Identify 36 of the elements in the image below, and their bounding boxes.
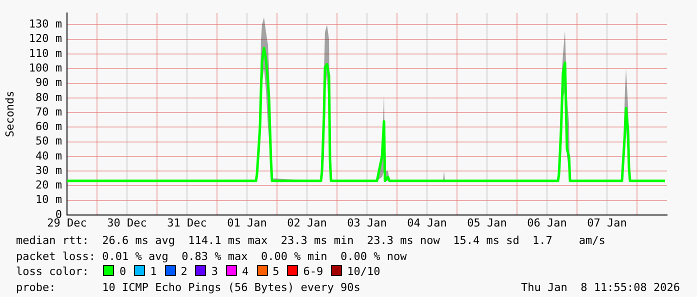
y-axis-title: Seconds (3, 90, 16, 138)
text: median rtt: 26.6 ms avg 114.1 ms max 23.3 ms min 23.3 ms now 15.4 ms sd 1.7 am/s (16, 233, 606, 248)
legend-label: 6-9 (303, 265, 324, 278)
x-tick-label: 03 Jan (347, 216, 387, 230)
x-tick-label: 31 Dec (167, 216, 207, 230)
legend-label: 5 (272, 265, 280, 278)
x-tick-label: 30 Dec (107, 216, 147, 230)
y-tick-label: 90 m (36, 76, 62, 90)
y-tick-label: 60 m (36, 120, 62, 134)
legend-label: 2 (180, 265, 188, 278)
legend-label: 10/10 (347, 265, 380, 278)
legend-title: loss color: (16, 265, 89, 278)
x-tick-label: 05 Jan (467, 216, 507, 230)
legend-label: 4 (242, 265, 249, 278)
legend-label: 3 (211, 265, 218, 278)
y-tick-label: 110 m (28, 46, 62, 60)
y-tick-label: 40 m (36, 149, 62, 162)
y-tick-label: 80 m (36, 90, 62, 104)
text: packet loss: 0.01 % avg 0.83 % max 0.00 % min 0.00 % now (16, 248, 408, 264)
x-tick-label: 04 Jan (407, 216, 447, 230)
x-tick-label: 06 Jan (527, 216, 567, 230)
legend-label: 0 (119, 265, 126, 278)
y-tick-label: 100 m (28, 61, 62, 74)
x-tick-label: 07 Jan (587, 216, 627, 230)
legend-label: 1 (150, 265, 157, 278)
y-tick-label: 20 m (36, 178, 62, 192)
y-tick-label: 50 m (36, 134, 62, 148)
y-tick-label: 70 m (36, 105, 62, 118)
y-tick-label: 30 m (36, 164, 62, 177)
x-tick-label: 01 Jan (227, 216, 267, 230)
y-tick-label: 120 m (28, 32, 62, 46)
text: probe: 10 ICMP Echo Pings (56 Bytes) every 90s (16, 280, 360, 294)
text: Thu Jan 8 11:55:08 2026 (521, 280, 680, 295)
y-tick-label: 10 m (36, 193, 62, 206)
x-tick-label: 02 Jan (287, 216, 327, 230)
y-tick-label: 130 m (28, 18, 62, 31)
